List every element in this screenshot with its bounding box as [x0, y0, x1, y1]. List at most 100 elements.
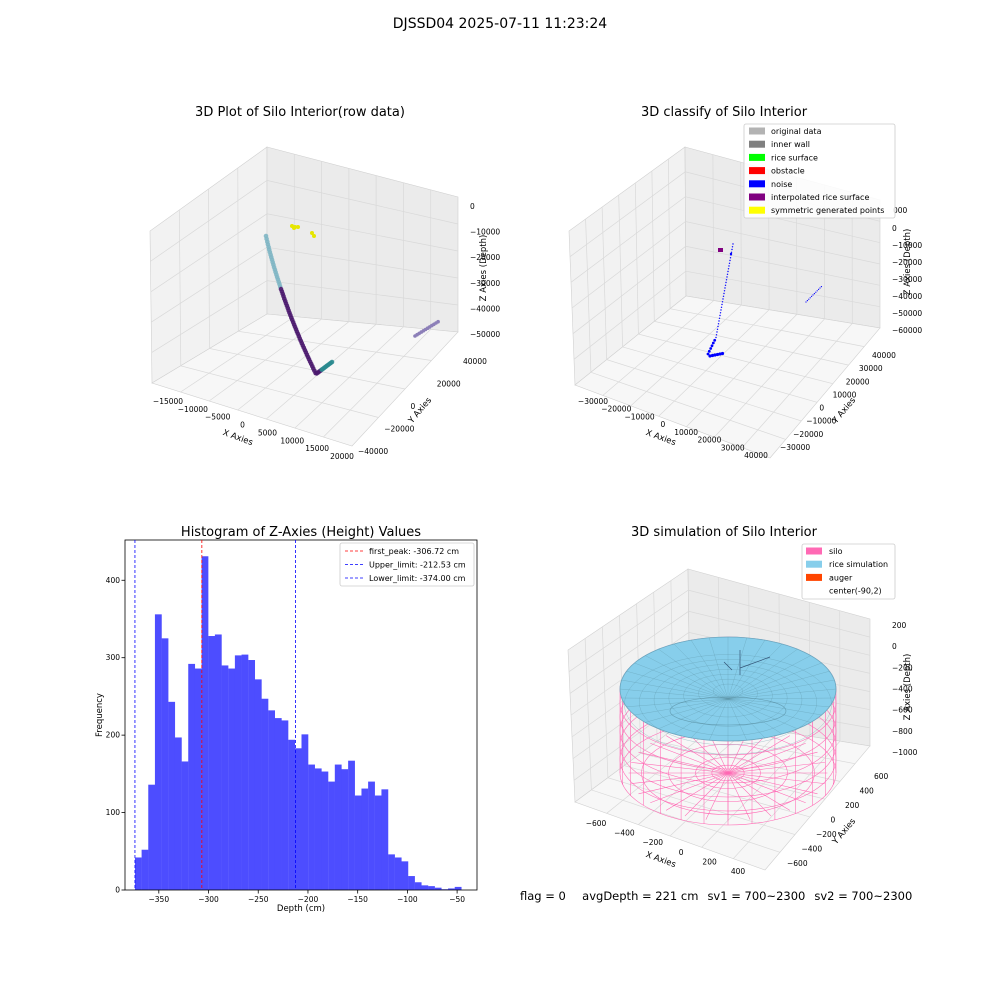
legend-entry-label: first_peak: -306.72 cm	[369, 547, 459, 556]
scatter-point	[813, 293, 816, 295]
grid-line-z	[150, 180, 459, 262]
histogram-bar	[208, 636, 216, 890]
status-sv2: sv2 = 700~2300	[814, 889, 913, 903]
scatter-point	[820, 286, 823, 288]
grid-line-x	[701, 602, 811, 848]
rice-mesh-spoke	[727, 698, 783, 735]
x-tick-label: −150	[347, 895, 368, 904]
legend-swatch	[749, 193, 765, 201]
legend-entry-label: rice surface	[771, 153, 818, 162]
histogram-bar	[348, 760, 355, 890]
x-tick-label-classify: 10000	[674, 428, 698, 437]
x-tick-label-classify: −10000	[624, 412, 654, 421]
panel-raw-3d-plot: 3D Plot of Silo Interior(row data) −15000…	[149, 105, 500, 461]
y-axis-label-classify: Y Axies	[830, 395, 858, 426]
legend-entry-label: noise	[771, 180, 792, 189]
histogram-bar	[394, 857, 402, 890]
grid-line-y	[636, 603, 826, 800]
histogram-bar	[401, 861, 409, 890]
scatter-point	[718, 320, 720, 322]
scatter-point	[716, 328, 719, 330]
histogram-bar	[274, 718, 282, 890]
legend-entry-label: rice simulation	[829, 560, 888, 569]
y-tick-label-raw: 20000	[437, 380, 461, 389]
scatter-point	[731, 248, 733, 251]
rice-mesh-spoke	[645, 698, 729, 723]
scatter-point	[806, 300, 809, 302]
x-tick-label-raw: −5000	[205, 413, 231, 422]
scatter-point	[726, 276, 728, 278]
legend-box	[743, 123, 896, 219]
scatter-point	[719, 314, 721, 317]
scatter-point	[715, 352, 720, 357]
histogram-bar	[221, 665, 229, 890]
rice-mesh-spoke	[690, 698, 729, 739]
histogram-bar	[448, 888, 455, 890]
x-tick-label-simulation: 200	[702, 857, 717, 866]
x-tick-label: −300	[198, 895, 219, 904]
scatter-point	[296, 225, 300, 229]
rice-mesh-spoke	[727, 637, 747, 700]
y-tick-label-raw: −20000	[384, 425, 414, 434]
rice-mesh-spoke	[619, 688, 729, 700]
histogram-bar	[414, 882, 422, 890]
grid-line-x	[323, 189, 432, 438]
histogram-bar	[188, 663, 196, 890]
scatter-point	[818, 288, 820, 290]
scatter-point	[811, 295, 813, 297]
scatter-raw	[263, 224, 440, 376]
rice-mesh-spoke	[709, 637, 729, 700]
x-tick-label-simulation: −200	[642, 838, 663, 847]
histogram-bar	[254, 679, 262, 890]
scatter-point	[715, 336, 717, 339]
silo-floor-spoke	[727, 762, 825, 774]
x-tick-label-raw: 20000	[330, 452, 354, 461]
legend-entry-label: center(-90,2)	[829, 587, 882, 596]
rice-mesh-spoke	[727, 679, 835, 700]
x-axis-label-classify: X Axies	[644, 428, 677, 448]
x-tick-label-classify: 40000	[744, 451, 768, 460]
chart-title-classify: 3D classify of Silo Interior	[641, 105, 808, 120]
histogram-bar	[281, 720, 289, 890]
rice-mesh-spoke	[621, 679, 729, 700]
legend-entry-label: Lower_limit: -374.00 cm	[369, 574, 466, 583]
y-tick-label-raw: 0	[411, 402, 416, 411]
axes-grid	[150, 154, 459, 438]
histogram-bar	[368, 781, 375, 890]
y-tick-label-classify: −20000	[793, 430, 823, 439]
scatter-point	[720, 351, 725, 356]
rice-mesh-spoke	[727, 698, 747, 741]
scatter-point	[329, 359, 335, 365]
figure-title: DJSSD04 2025-07-11 11:23:24	[392, 16, 608, 32]
grid-line-y	[584, 638, 781, 853]
grid-line-z	[571, 221, 881, 309]
y-tick-label-classify: −10000	[806, 417, 836, 426]
plot-frame	[124, 539, 478, 891]
y-tick-label-classify: 10000	[833, 390, 857, 399]
panel-depth-histogram: Histogram of Z-Axies (Height) Values −350…	[95, 525, 478, 914]
legend-swatch	[749, 180, 765, 188]
histogram-bar	[294, 748, 302, 890]
x-tick-label-simulation: −600	[586, 819, 607, 828]
grid-line-y	[601, 626, 796, 835]
grid-line-x	[180, 154, 295, 393]
scatter-point	[729, 257, 732, 259]
histogram-bar	[314, 768, 322, 890]
scatter-point	[716, 331, 718, 333]
z-tick-label-raw: −20000	[470, 253, 500, 262]
rice-mesh-spoke	[673, 698, 729, 735]
legend-entry-label: obstacle	[771, 167, 805, 176]
grid-line-x	[208, 161, 322, 402]
z-tick-label-classify: −10000	[892, 241, 922, 250]
rice-surface-dip	[669, 696, 787, 726]
histogram-bar	[354, 795, 362, 890]
x-tick-label-classify: 30000	[721, 443, 745, 452]
grid-line-z	[568, 589, 871, 672]
rice-mesh-spoke	[727, 698, 822, 716]
scatter-point	[711, 341, 715, 345]
grid-line-z	[573, 270, 881, 360]
pane-back	[266, 146, 459, 333]
scatter-point	[710, 344, 714, 348]
scatter-point	[723, 292, 725, 295]
scatter-point	[819, 287, 821, 289]
